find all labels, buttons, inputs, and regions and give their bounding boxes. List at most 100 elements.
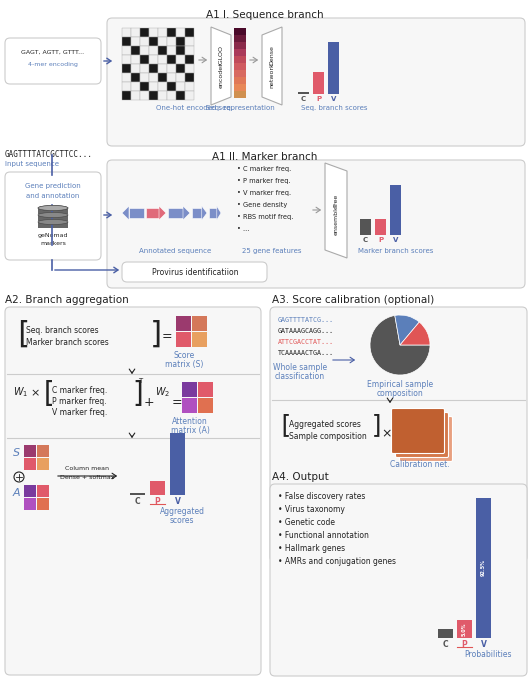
Bar: [167, 55, 176, 64]
Text: ATTCGACCTAT...: ATTCGACCTAT...: [278, 339, 334, 345]
Bar: [122, 28, 130, 36]
Bar: [234, 42, 246, 49]
Bar: [234, 70, 246, 77]
Text: T: T: [138, 378, 142, 384]
Bar: [234, 63, 246, 70]
Text: ]: ]: [370, 413, 385, 437]
Bar: [158, 64, 167, 73]
Text: matrix (S): matrix (S): [165, 360, 203, 369]
Text: 25 gene features: 25 gene features: [242, 248, 302, 254]
Text: V: V: [174, 497, 180, 506]
Bar: [185, 82, 194, 90]
Bar: [140, 55, 148, 64]
Text: markers: markers: [40, 241, 66, 246]
Bar: [37, 485, 49, 497]
Text: GAGTTTTATCG...: GAGTTTTATCG...: [278, 317, 334, 323]
Text: =: =: [162, 330, 172, 343]
Text: Sample composition: Sample composition: [289, 432, 367, 441]
Bar: [176, 332, 191, 347]
Bar: [122, 37, 130, 45]
Text: • Hallmark genes: • Hallmark genes: [278, 544, 345, 553]
Text: • ...: • ...: [237, 226, 250, 232]
Bar: [176, 82, 185, 90]
Bar: [149, 46, 157, 55]
Text: =: =: [172, 396, 182, 409]
Bar: [234, 49, 246, 55]
Wedge shape: [400, 322, 430, 345]
Text: A1 II. Marker branch: A1 II. Marker branch: [212, 152, 318, 162]
Text: • Genetic code: • Genetic code: [278, 518, 335, 527]
Polygon shape: [159, 206, 166, 220]
Bar: [122, 64, 130, 73]
Bar: [176, 37, 185, 45]
Text: 5.0%: 5.0%: [462, 622, 467, 636]
Text: ×: ×: [30, 388, 39, 398]
Text: classification: classification: [275, 372, 325, 381]
Wedge shape: [395, 315, 419, 345]
Bar: [122, 55, 130, 64]
Ellipse shape: [38, 219, 68, 225]
Text: • AMRs and conjugation genes: • AMRs and conjugation genes: [278, 557, 396, 566]
Text: • RBS motif freq.: • RBS motif freq.: [237, 214, 293, 220]
Bar: [158, 55, 167, 64]
Polygon shape: [262, 27, 282, 105]
Bar: [234, 84, 246, 90]
Bar: [176, 46, 185, 55]
Bar: [131, 37, 139, 45]
Bar: [476, 498, 491, 638]
Bar: [457, 620, 472, 638]
Text: C: C: [301, 96, 306, 102]
Bar: [185, 91, 194, 99]
Bar: [38, 222, 68, 228]
FancyBboxPatch shape: [107, 160, 525, 288]
Bar: [185, 64, 194, 73]
Text: [: [: [13, 320, 31, 349]
Bar: [158, 28, 167, 36]
Bar: [37, 458, 49, 470]
Text: Tree: Tree: [334, 193, 338, 207]
Bar: [37, 498, 49, 510]
Bar: [185, 28, 194, 36]
Bar: [209, 208, 217, 218]
Text: One-hot encoded seq.: One-hot encoded seq.: [155, 105, 232, 111]
Text: C: C: [135, 497, 140, 506]
FancyBboxPatch shape: [400, 416, 453, 462]
Bar: [158, 46, 167, 55]
Bar: [198, 398, 213, 413]
Text: scores: scores: [170, 516, 194, 525]
Text: Seq. branch scores: Seq. branch scores: [301, 105, 367, 111]
Bar: [122, 82, 130, 90]
Bar: [185, 37, 194, 45]
Bar: [140, 91, 148, 99]
Bar: [129, 208, 144, 218]
Text: • V marker freq.: • V marker freq.: [237, 190, 291, 196]
Bar: [146, 208, 159, 218]
Bar: [158, 82, 167, 90]
Text: GATAAAGCAGG...: GATAAAGCAGG...: [278, 328, 334, 334]
FancyBboxPatch shape: [5, 172, 101, 260]
Text: Aggregated scores: Aggregated scores: [289, 420, 361, 429]
Polygon shape: [183, 206, 190, 220]
Bar: [234, 28, 246, 35]
Bar: [176, 316, 191, 331]
Text: P marker freq.: P marker freq.: [52, 397, 106, 406]
Bar: [131, 46, 139, 55]
Text: A2. Branch aggregation: A2. Branch aggregation: [5, 295, 129, 305]
Polygon shape: [217, 206, 221, 220]
Bar: [185, 46, 194, 55]
Text: C: C: [363, 237, 368, 243]
Bar: [140, 82, 148, 90]
Text: V marker freq.: V marker freq.: [52, 408, 107, 417]
Bar: [122, 46, 130, 55]
Bar: [234, 56, 246, 63]
Bar: [130, 493, 145, 495]
Polygon shape: [211, 27, 231, 105]
FancyBboxPatch shape: [107, 18, 525, 146]
Text: A1 I. Sequence branch: A1 I. Sequence branch: [206, 10, 324, 20]
Bar: [131, 73, 139, 82]
Text: • P marker freq.: • P marker freq.: [237, 178, 290, 184]
Text: and annotation: and annotation: [26, 193, 80, 199]
Text: Annotated sequence: Annotated sequence: [139, 248, 211, 254]
Text: Dense: Dense: [270, 45, 275, 65]
Text: P: P: [155, 497, 160, 506]
